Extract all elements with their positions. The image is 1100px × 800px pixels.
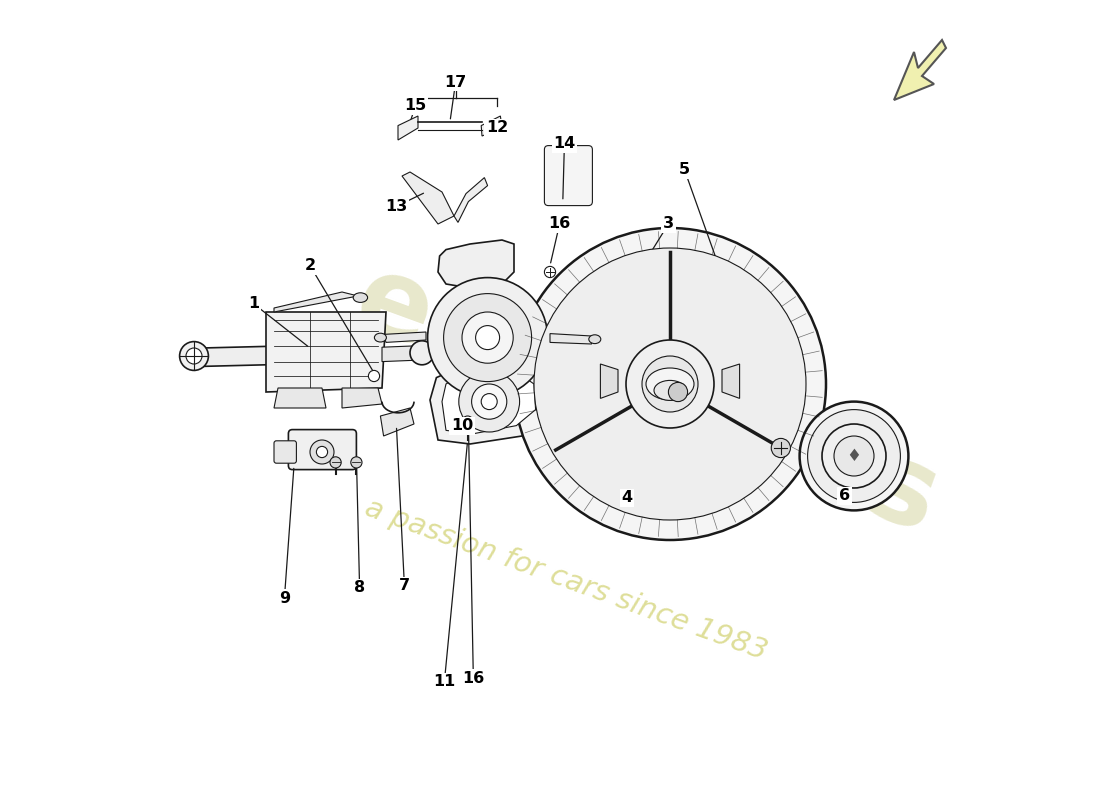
Text: 1: 1: [249, 297, 260, 311]
Text: 6: 6: [839, 489, 850, 503]
Polygon shape: [722, 364, 739, 398]
Polygon shape: [384, 332, 426, 342]
Circle shape: [544, 266, 556, 278]
Text: 15: 15: [405, 98, 427, 113]
Text: 14: 14: [553, 137, 575, 151]
Circle shape: [186, 348, 202, 364]
Ellipse shape: [654, 380, 686, 400]
Circle shape: [481, 394, 497, 410]
FancyBboxPatch shape: [274, 441, 296, 463]
Text: 12: 12: [486, 121, 508, 135]
Polygon shape: [381, 408, 414, 436]
Circle shape: [642, 356, 698, 412]
Polygon shape: [550, 334, 592, 344]
Text: 5: 5: [679, 162, 690, 177]
Polygon shape: [382, 346, 422, 362]
Text: a passion for cars since 1983: a passion for cars since 1983: [361, 494, 771, 666]
Circle shape: [179, 342, 208, 370]
Circle shape: [669, 382, 688, 402]
Text: ♦: ♦: [847, 447, 861, 465]
Ellipse shape: [374, 334, 386, 342]
Ellipse shape: [353, 293, 367, 302]
Text: euroParts: euroParts: [340, 245, 953, 555]
Polygon shape: [274, 388, 326, 408]
Circle shape: [822, 424, 886, 488]
Polygon shape: [454, 178, 487, 222]
Circle shape: [534, 248, 806, 520]
Text: 16: 16: [462, 671, 484, 686]
Circle shape: [368, 370, 379, 382]
Text: 7: 7: [399, 578, 410, 593]
Circle shape: [800, 402, 909, 510]
Polygon shape: [481, 116, 502, 136]
Circle shape: [459, 371, 519, 432]
Text: 17: 17: [444, 75, 466, 90]
Circle shape: [310, 440, 334, 464]
Polygon shape: [202, 346, 298, 366]
Ellipse shape: [588, 335, 601, 344]
Circle shape: [475, 326, 499, 350]
Text: 16: 16: [549, 217, 571, 231]
Circle shape: [317, 446, 328, 458]
Text: 11: 11: [433, 674, 455, 689]
Circle shape: [351, 457, 362, 468]
Text: 10: 10: [451, 418, 473, 433]
Ellipse shape: [646, 368, 694, 400]
FancyBboxPatch shape: [544, 146, 593, 206]
Polygon shape: [438, 240, 514, 288]
Circle shape: [330, 457, 341, 468]
Circle shape: [514, 228, 826, 540]
Text: 4: 4: [621, 490, 632, 505]
Circle shape: [410, 341, 435, 365]
Circle shape: [462, 312, 514, 363]
Text: 2: 2: [305, 258, 316, 273]
Circle shape: [807, 410, 901, 502]
Polygon shape: [266, 312, 386, 392]
Polygon shape: [402, 172, 454, 224]
FancyBboxPatch shape: [288, 430, 356, 470]
Polygon shape: [430, 362, 549, 444]
Polygon shape: [601, 364, 618, 398]
Polygon shape: [274, 292, 358, 312]
Text: 13: 13: [385, 199, 407, 214]
Circle shape: [428, 278, 548, 398]
Circle shape: [443, 294, 531, 382]
Polygon shape: [398, 116, 418, 140]
Text: 3: 3: [663, 217, 674, 231]
Polygon shape: [894, 40, 946, 100]
Circle shape: [626, 340, 714, 428]
Circle shape: [462, 416, 473, 427]
Circle shape: [472, 384, 507, 419]
Text: 8: 8: [354, 581, 365, 595]
Text: 9: 9: [278, 591, 290, 606]
Circle shape: [834, 436, 874, 476]
Circle shape: [771, 438, 791, 458]
Polygon shape: [342, 388, 382, 408]
Polygon shape: [442, 368, 536, 434]
